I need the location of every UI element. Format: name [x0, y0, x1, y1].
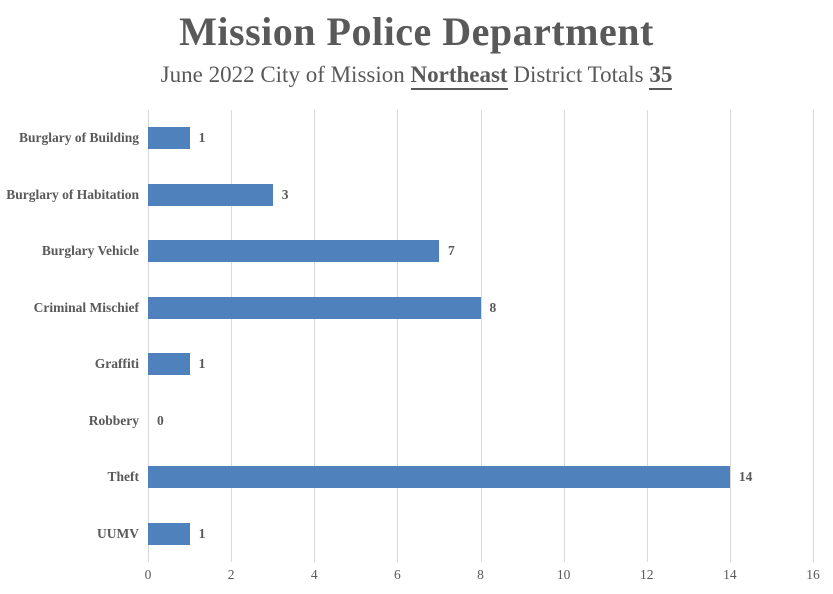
x-axis-tick-label: 16	[806, 567, 820, 582]
x-axis-tick-label: 4	[310, 567, 318, 582]
value-label: 1	[198, 356, 206, 372]
value-label: 3	[281, 186, 289, 202]
x-axis-tick-label: 8	[477, 567, 484, 582]
chart-title: Mission Police Department	[179, 9, 654, 54]
chart-row: Graffiti 1	[95, 336, 813, 393]
bar-uumv	[148, 522, 190, 545]
subtitle-total: 35	[649, 62, 673, 90]
gridline-x-8	[480, 110, 482, 562]
subtitle-district: Northeast	[410, 62, 508, 90]
gridline-x-6	[397, 110, 399, 562]
bar-theft	[148, 466, 730, 489]
chart-row: Theft 14	[108, 449, 813, 506]
subtitle-prefix-text: June 2022 City of Mission	[160, 62, 411, 87]
chart-row: Robbery 0	[89, 393, 813, 450]
gridline-x-10	[563, 110, 565, 562]
chart-row: Criminal Mischief 8	[34, 280, 813, 337]
x-axis-tick-label: 14	[723, 567, 737, 582]
chart-row: UUMV 1	[97, 506, 813, 563]
bar-burglary-of-building	[148, 127, 190, 150]
category-label: Burglary of Building	[18, 130, 139, 146]
category-label: Robbery	[88, 412, 139, 428]
bar-burglary-vehicle	[148, 240, 439, 263]
chart-row: Burglary Vehicle 7	[42, 223, 813, 280]
value-label: 7	[447, 243, 455, 259]
category-label: UUMV	[97, 525, 139, 541]
gridline-x-4	[314, 110, 316, 562]
gridline-x-16	[813, 110, 814, 562]
value-label: 1	[198, 525, 206, 541]
bar-graffiti	[148, 353, 190, 376]
value-label: 0	[157, 412, 164, 428]
x-axis-tick-label: 2	[227, 567, 235, 582]
bar-criminal-mischief	[148, 296, 481, 319]
bar-burglary-of-habitation	[148, 183, 273, 206]
category-label: Burglary Vehicle	[41, 243, 139, 259]
chart-subtitle: June 2022 City of Mission Northeast Dist…	[0, 62, 833, 90]
plot-area: 0 2 4 6 8 10 12 14 16 Burglary of Building 1 Burgla…	[6, 110, 820, 582]
x-axis-tick-label: 12	[640, 567, 654, 582]
category-label: Criminal Mischief	[33, 299, 139, 315]
subtitle-middle-text: District Totals	[507, 62, 650, 87]
value-label: 14	[738, 469, 753, 485]
category-label: Graffiti	[94, 356, 139, 372]
value-label: 8	[489, 299, 497, 315]
x-axis-tick-label: 0	[144, 567, 152, 582]
value-label: 1	[198, 130, 206, 146]
chart-row: Burglary of Building 1	[19, 110, 813, 167]
x-axis-tick-label: 10	[556, 567, 571, 582]
gridline-x-12	[646, 110, 648, 562]
gridline-x-0	[148, 110, 149, 562]
gridline-x-2	[231, 110, 233, 562]
x-axis-tick-label: 6	[394, 567, 401, 582]
category-label: Theft	[107, 469, 140, 485]
category-label: Burglary of Habitation	[6, 186, 139, 202]
gridline-x-14	[729, 110, 731, 562]
chart-row: Burglary of Habitation 3	[6, 167, 813, 224]
